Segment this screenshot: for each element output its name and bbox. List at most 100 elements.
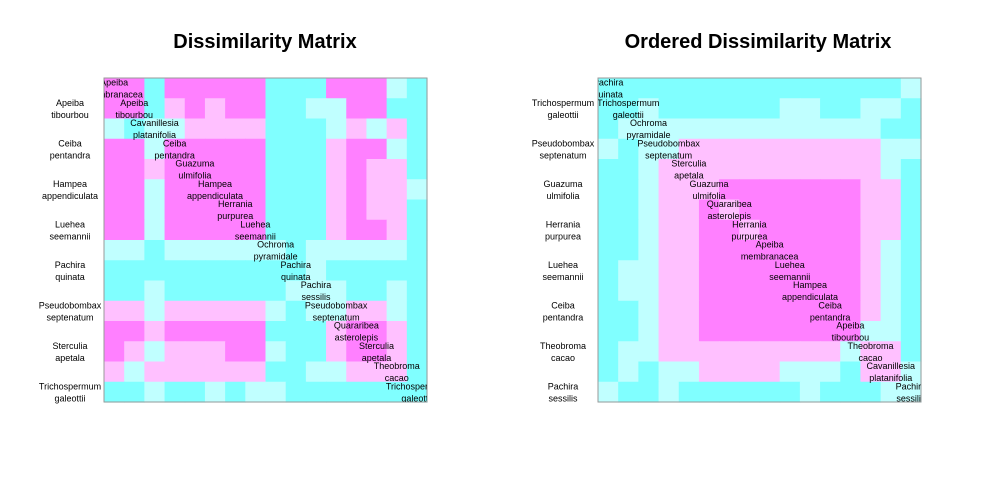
heatmap-cell <box>820 300 841 322</box>
heatmap-cell <box>880 199 902 221</box>
heatmap-cell <box>346 260 368 282</box>
heatmap-cell <box>860 341 882 363</box>
heatmap-cell <box>900 78 922 99</box>
row-label: septenatum <box>539 150 586 160</box>
heatmap-cell <box>366 321 388 342</box>
heatmap-cell <box>406 260 428 282</box>
heatmap-cell <box>285 280 307 302</box>
heatmap-cell <box>386 118 408 140</box>
heatmap-cell <box>618 118 639 140</box>
heatmap-cell <box>305 341 327 363</box>
diagonal-label: membranacea <box>741 252 799 262</box>
heatmap-cell <box>346 361 368 383</box>
heatmap-cell <box>406 219 428 241</box>
heatmap-cell <box>860 179 882 201</box>
heatmap-cell <box>779 199 801 221</box>
heatmap-cell <box>598 240 619 261</box>
diagonal-label: Herrania <box>218 199 253 209</box>
heatmap-cell <box>124 138 145 160</box>
heatmap-cell <box>386 381 408 403</box>
diagonal-label: Cavanillesia <box>866 361 915 371</box>
heatmap-cell <box>326 260 347 282</box>
diagonal-label: Pachira <box>281 260 312 270</box>
heatmap-cell <box>759 138 781 160</box>
heatmap-cell <box>285 240 307 261</box>
heatmap-cell <box>285 381 307 403</box>
heatmap-cell <box>305 159 327 180</box>
heatmap-cell <box>184 341 206 363</box>
heatmap-cell <box>104 240 125 261</box>
heatmap-cell <box>104 260 125 282</box>
diagonal-label: septenatum <box>645 150 692 160</box>
heatmap-cell <box>245 341 267 363</box>
heatmap-cell <box>346 179 368 201</box>
heatmap-cell <box>759 300 781 322</box>
heatmap-cell <box>698 260 720 282</box>
heatmap-cell <box>840 159 862 180</box>
heatmap-cell <box>678 381 700 403</box>
heatmap-cell <box>184 98 206 120</box>
row-label: Trichospermum <box>532 98 594 108</box>
heatmap-cell <box>840 240 862 261</box>
heatmap-cell <box>124 179 145 201</box>
heatmap-cell <box>164 361 186 383</box>
heatmap-cell <box>225 78 246 99</box>
heatmap-cell <box>779 321 801 342</box>
heatmap-cell <box>658 138 680 160</box>
heatmap-cell <box>860 321 882 342</box>
heatmap-cell <box>598 219 619 241</box>
heatmap-cell <box>386 341 408 363</box>
heatmap-cell <box>285 341 307 363</box>
heatmap-cell <box>840 78 862 99</box>
heatmap-cell <box>386 199 408 221</box>
heatmap-cell <box>678 341 700 363</box>
heatmap-cell <box>204 159 226 180</box>
heatmap-cell <box>346 159 368 180</box>
heatmap-cell <box>900 179 922 201</box>
row-label: Hampea <box>53 179 87 189</box>
heatmap-cell <box>759 118 781 140</box>
heatmap-cell <box>840 280 862 302</box>
heatmap-cell <box>366 179 388 201</box>
heatmap-cell <box>840 199 862 221</box>
row-label: apetala <box>55 353 85 363</box>
diagonal-label: apetala <box>674 171 704 181</box>
row-label: cacao <box>551 353 575 363</box>
heatmap-cell <box>739 78 761 99</box>
row-label: septenatum <box>46 312 93 322</box>
heatmap-cell <box>144 361 166 383</box>
heatmap-cell <box>880 219 902 241</box>
heatmap-cell <box>779 78 801 99</box>
heatmap-cell <box>184 240 206 261</box>
heatmap-cell <box>104 159 125 180</box>
heatmap-cell <box>739 260 761 282</box>
heatmap-cell <box>346 219 368 241</box>
heatmap-cell <box>265 280 287 302</box>
heatmap-cell <box>285 118 307 140</box>
heatmap-cell <box>144 118 166 140</box>
heatmap-cell <box>346 138 368 160</box>
diagonal-label: galeottii <box>401 393 432 403</box>
heatmap-cell <box>305 118 327 140</box>
heatmap-cell <box>204 321 226 342</box>
heatmap-cell <box>104 341 125 363</box>
heatmap-cell <box>285 321 307 342</box>
heatmap-cell <box>900 98 922 120</box>
heatmap-cell <box>124 381 145 403</box>
heatmap-cell <box>326 240 347 261</box>
diagonal-label: quinata <box>593 90 623 100</box>
diagonal-label: Luehea <box>775 260 805 270</box>
heatmap-cell <box>265 159 287 180</box>
heatmap-cell <box>779 118 801 140</box>
heatmap-cell <box>124 260 145 282</box>
heatmap-cell <box>204 138 226 160</box>
heatmap-cell <box>799 361 821 383</box>
heatmap-cell <box>184 199 206 221</box>
heatmap-cell <box>860 159 882 180</box>
heatmap-cell <box>900 240 922 261</box>
heatmap-cell <box>820 260 841 282</box>
heatmap-cell <box>204 199 226 221</box>
heatmap-cell <box>860 78 882 99</box>
heatmap-cell <box>698 138 720 160</box>
heatmap-cell <box>759 98 781 120</box>
